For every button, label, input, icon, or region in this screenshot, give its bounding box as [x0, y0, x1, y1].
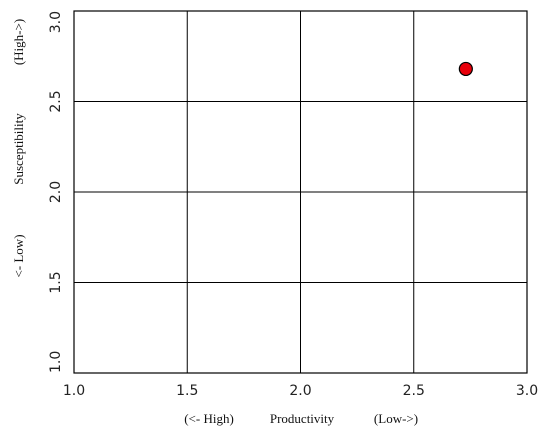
data-points	[458, 61, 473, 77]
y-axis-label-low: <- Low)	[11, 234, 26, 277]
x-axis-label-high: (<- High)	[184, 411, 234, 426]
y-tick-label: 2.0	[48, 181, 64, 203]
x-tick-label: 2.0	[289, 383, 311, 399]
x-tick-label: 2.5	[403, 383, 425, 399]
x-tick-label: 3.0	[516, 383, 538, 399]
y-axis-label: Susceptibility	[11, 113, 26, 185]
grid	[74, 11, 527, 373]
data-point	[458, 61, 473, 77]
plot-frame	[73, 10, 528, 374]
y-tick-label: 1.5	[48, 271, 64, 293]
y-tick-label: 2.5	[48, 90, 64, 112]
x-tick-label: 1.0	[63, 383, 85, 399]
y-tick-label: 1.0	[48, 351, 64, 373]
y-tick-label: 3.0	[48, 11, 64, 33]
y-axis-ticks: 1.0 1.5 2.0 2.5 3.0	[48, 11, 64, 373]
x-tick-label: 1.5	[176, 383, 198, 399]
x-axis-label: Productivity	[270, 411, 335, 426]
y-axis-label-high: (High->)	[11, 19, 26, 65]
x-axis-ticks: 1.0 1.5 2.0 2.5 3.0	[63, 383, 538, 399]
x-axis-label-low: (Low->)	[374, 411, 418, 426]
